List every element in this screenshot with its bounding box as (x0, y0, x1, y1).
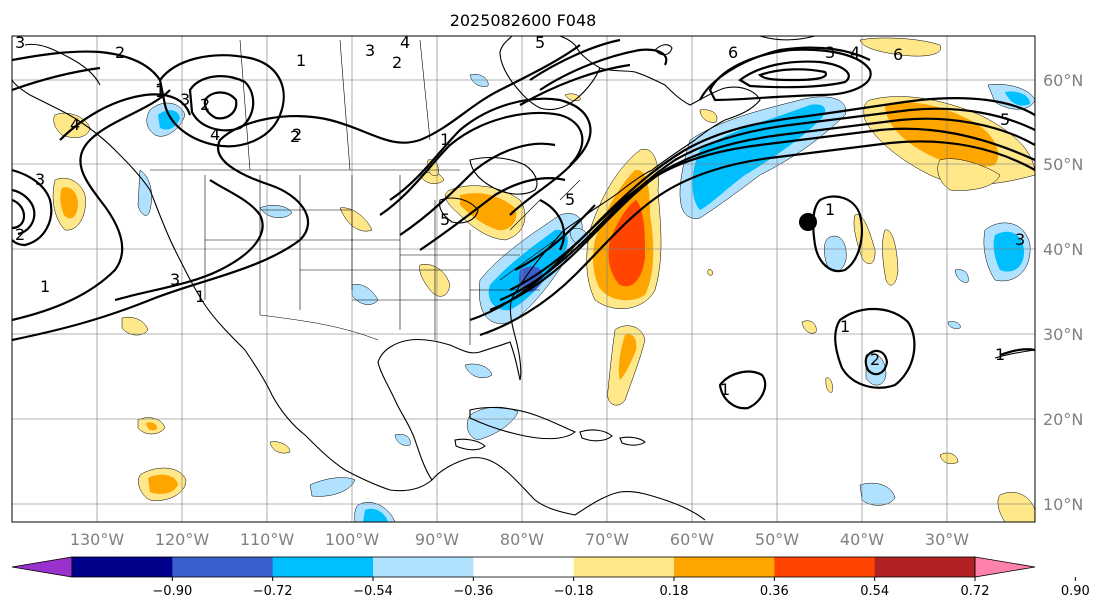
lat-label: 60°N (1043, 71, 1083, 90)
lon-label: 120°W (155, 530, 210, 549)
lon-label: 40°W (840, 530, 884, 549)
contour-label: 2 (290, 127, 300, 146)
contour-label: 3 (35, 170, 45, 189)
lat-label: 30°N (1043, 325, 1083, 344)
contour-label: 2 (200, 95, 210, 114)
latitude-labels: 60°N 50°N 40°N 30°N 20°N 10°N (1043, 71, 1083, 514)
contour-label: 4 (850, 43, 860, 62)
lon-label: 50°W (755, 530, 799, 549)
contour-label: 1 (840, 317, 850, 336)
contour-label: 5 (565, 190, 575, 209)
colorbar-segment (172, 557, 274, 577)
colorbar-border (71, 556, 976, 578)
contour-label: 6 (728, 43, 738, 62)
coastlines (12, 36, 1035, 521)
contour-label: 1 (155, 80, 165, 99)
contour-label: 1 (195, 287, 205, 306)
contour-label: 1 (440, 130, 450, 149)
lat-label: 50°N (1043, 155, 1083, 174)
colorbar-segment (674, 557, 775, 577)
lon-label: 70°W (585, 530, 629, 549)
contour-label: 2 (292, 125, 302, 144)
colorbar-segment (473, 557, 575, 577)
contour-label: 3 (180, 90, 190, 109)
contour-label: 4 (70, 115, 80, 134)
colorbar-tick-label: 0.18 (660, 584, 689, 599)
colorbar-tick-label: −0.54 (353, 584, 393, 599)
colorbar-tick-label: 0.72 (961, 584, 990, 599)
map-title: 2025082600 F048 (450, 11, 597, 30)
colorbar-tick-label: 0.36 (760, 584, 789, 599)
lon-label: 90°W (415, 530, 459, 549)
colorbar-extend-max (974, 556, 1036, 578)
lon-label: 100°W (325, 530, 380, 549)
colorbar-segment (72, 557, 173, 577)
contour-label: 3 (15, 33, 25, 52)
contour-label: 1 (40, 277, 50, 296)
colorbar-tick-label: −0.18 (554, 584, 594, 599)
contour-label: 2 (392, 53, 402, 72)
colorbar-segment (272, 557, 374, 577)
black-dot-icon (799, 213, 817, 231)
contour-label: 2 (15, 225, 25, 244)
lat-label: 40°N (1043, 240, 1083, 259)
colorbar-tick-label: −0.72 (253, 584, 293, 599)
contour-label: 5 (440, 210, 450, 229)
colorbar-tick-label: −0.90 (152, 584, 192, 599)
contour-label: 1 (720, 380, 730, 399)
lon-label: 130°W (70, 530, 125, 549)
contour-labels: 3 4 2 1 3 2 4 3 6 6 5 3 2 4 2 1 1 1 1 3 … (15, 33, 1025, 399)
longitude-labels: 130°W 120°W 110°W 100°W 90°W 80°W 70°W 6… (70, 530, 969, 549)
graticule (12, 36, 1035, 522)
lat-label: 10°N (1043, 495, 1083, 514)
lon-label: 80°W (500, 530, 544, 549)
contour-label: 3 (825, 43, 835, 62)
colorbar-segment (573, 557, 675, 577)
contour-label: 4 (400, 33, 410, 52)
height-contours (12, 38, 1035, 410)
contour-label: 1 (825, 200, 835, 219)
contour-label: 5 (1000, 110, 1010, 129)
contour-label: 6 (893, 45, 903, 64)
colorbar-segment (774, 557, 876, 577)
contour-label: 4 (210, 125, 220, 144)
contour-label: 1 (155, 82, 165, 101)
colorbar-segment (373, 557, 474, 577)
political-borders (150, 39, 581, 345)
contour-label: 3 (1015, 230, 1025, 249)
contour-label: 2 (115, 43, 125, 62)
contour-label: 3 (365, 41, 375, 60)
colorbar: −0.90 −0.72 −0.54 −0.36 −0.18 0.18 0.36 0.54 0.7… (11, 556, 1090, 599)
contour-label: 2 (870, 350, 880, 369)
lon-label: 60°W (670, 530, 714, 549)
lon-label: 110°W (240, 530, 295, 549)
colorbar-tick-label: −0.36 (453, 584, 493, 599)
colorbar-tick-label: 0.54 (860, 584, 889, 599)
colorbar-tick-label: 0.90 (1061, 584, 1090, 599)
contour-label: 3 (170, 270, 180, 289)
contour-label: 1 (296, 51, 306, 70)
map-frame (11, 35, 1036, 523)
colorbar-segment (874, 557, 976, 577)
lon-label: 30°W (925, 530, 969, 549)
lat-label: 20°N (1043, 410, 1083, 429)
contour-label: 5 (535, 33, 545, 52)
contour-label: 1 (995, 345, 1005, 364)
colorbar-extend-min (11, 556, 73, 578)
